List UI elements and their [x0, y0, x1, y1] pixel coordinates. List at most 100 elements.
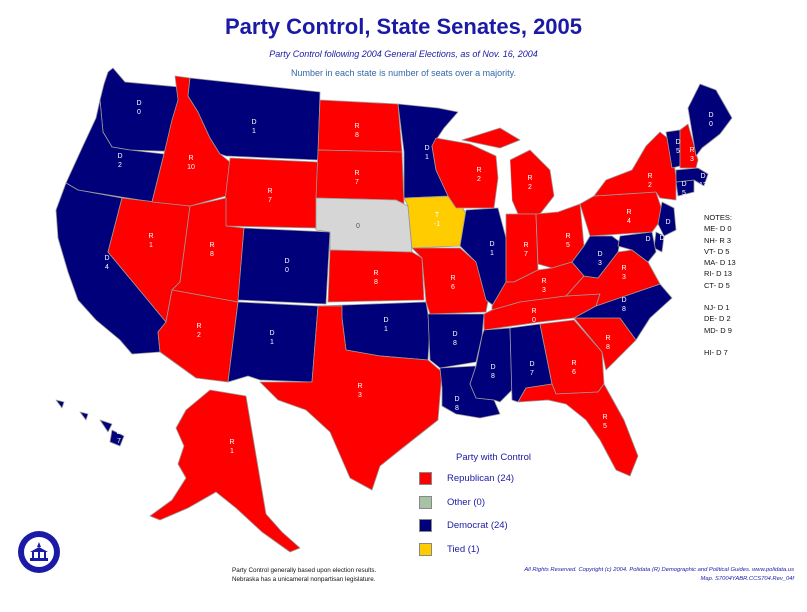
legend-item-tied: Tied (1): [419, 542, 479, 556]
state-hi[interactable]: [55, 399, 125, 447]
state-ma[interactable]: [675, 167, 709, 187]
state-ny[interactable]: [593, 131, 677, 201]
state-mo[interactable]: [411, 247, 491, 315]
state-fl[interactable]: [517, 383, 639, 477]
notes-heading: NOTES:: [704, 213, 732, 222]
state-de[interactable]: [653, 231, 665, 253]
note-line: MA- D 13: [704, 258, 736, 268]
footnote-line: Nebraska has a unicameral nonpartisan le…: [232, 576, 376, 583]
state-sd[interactable]: [315, 149, 405, 205]
state-mi[interactable]: [461, 127, 555, 215]
state-wi[interactable]: [431, 137, 499, 209]
legend-swatch: [419, 542, 432, 556]
map-instruction: Number in each state is number of seats …: [291, 68, 516, 78]
map-id-line: Map. S7004YABR.CCS704.Rev_04f: [700, 576, 794, 582]
legend-swatch: [419, 495, 432, 509]
note-line: RI- D 13: [704, 269, 732, 279]
legend-item-republican: Republican (24): [419, 471, 514, 485]
note-line: HI- D 7: [704, 347, 728, 357]
state-in[interactable]: [505, 213, 539, 283]
state-ak[interactable]: [149, 389, 301, 553]
legend-item-other: Other (0): [419, 495, 485, 509]
state-ks[interactable]: [327, 249, 425, 303]
state-co[interactable]: [237, 227, 331, 305]
footnote-line: Party Control generally based upon elect…: [232, 567, 377, 574]
note-line: DE- D 2: [704, 314, 731, 324]
copyright-line: All Rights Reserved. Copyright (c) 2004.…: [524, 567, 794, 573]
lake-michigan: [500, 150, 512, 210]
state-me[interactable]: [687, 83, 733, 157]
state-nh[interactable]: [679, 123, 699, 169]
state-nj[interactable]: [657, 201, 677, 237]
state-md[interactable]: [617, 231, 657, 263]
state-wv[interactable]: [571, 235, 621, 279]
state-nc[interactable]: [573, 283, 673, 341]
note-line: NJ- D 1: [704, 303, 730, 313]
label-md: D: [645, 236, 650, 243]
state-ne[interactable]: [315, 197, 413, 253]
note-line: ME- D 0: [704, 224, 732, 234]
legend-label: Tied (1): [447, 543, 480, 555]
legend-item-democrat: Democrat (24): [419, 518, 508, 532]
legend-label: Democrat (24): [447, 519, 508, 531]
label-de: D: [659, 235, 664, 242]
notes-box: NOTES: ME- D 0 NH- R 3 VT- D 5 MA- D 13 …: [704, 212, 736, 358]
legend-label: Republican (24): [447, 472, 515, 484]
legend-title: Party with Control: [456, 452, 531, 463]
legend-swatch: [419, 518, 432, 532]
note-line: NH- R 3: [704, 235, 732, 245]
label-ia: T -1: [434, 212, 440, 228]
note-line: VT- D 5: [704, 246, 730, 256]
note-line: CT- D 5: [704, 280, 730, 290]
footnote: Party Control generally based upon elect…: [232, 566, 376, 584]
state-pa[interactable]: [579, 191, 665, 237]
copyright: All Rights Reserved. Copyright (c) 2004.…: [524, 566, 794, 584]
polidata-seal-logo: [18, 531, 60, 573]
state-nd[interactable]: [317, 99, 403, 153]
state-tx[interactable]: [259, 305, 443, 491]
map-title: Party Control, State Senates, 2005: [224, 14, 583, 39]
legend-swatch: [419, 471, 432, 485]
label-id: R 10: [187, 155, 195, 171]
note-line: MD- D 9: [704, 325, 732, 335]
